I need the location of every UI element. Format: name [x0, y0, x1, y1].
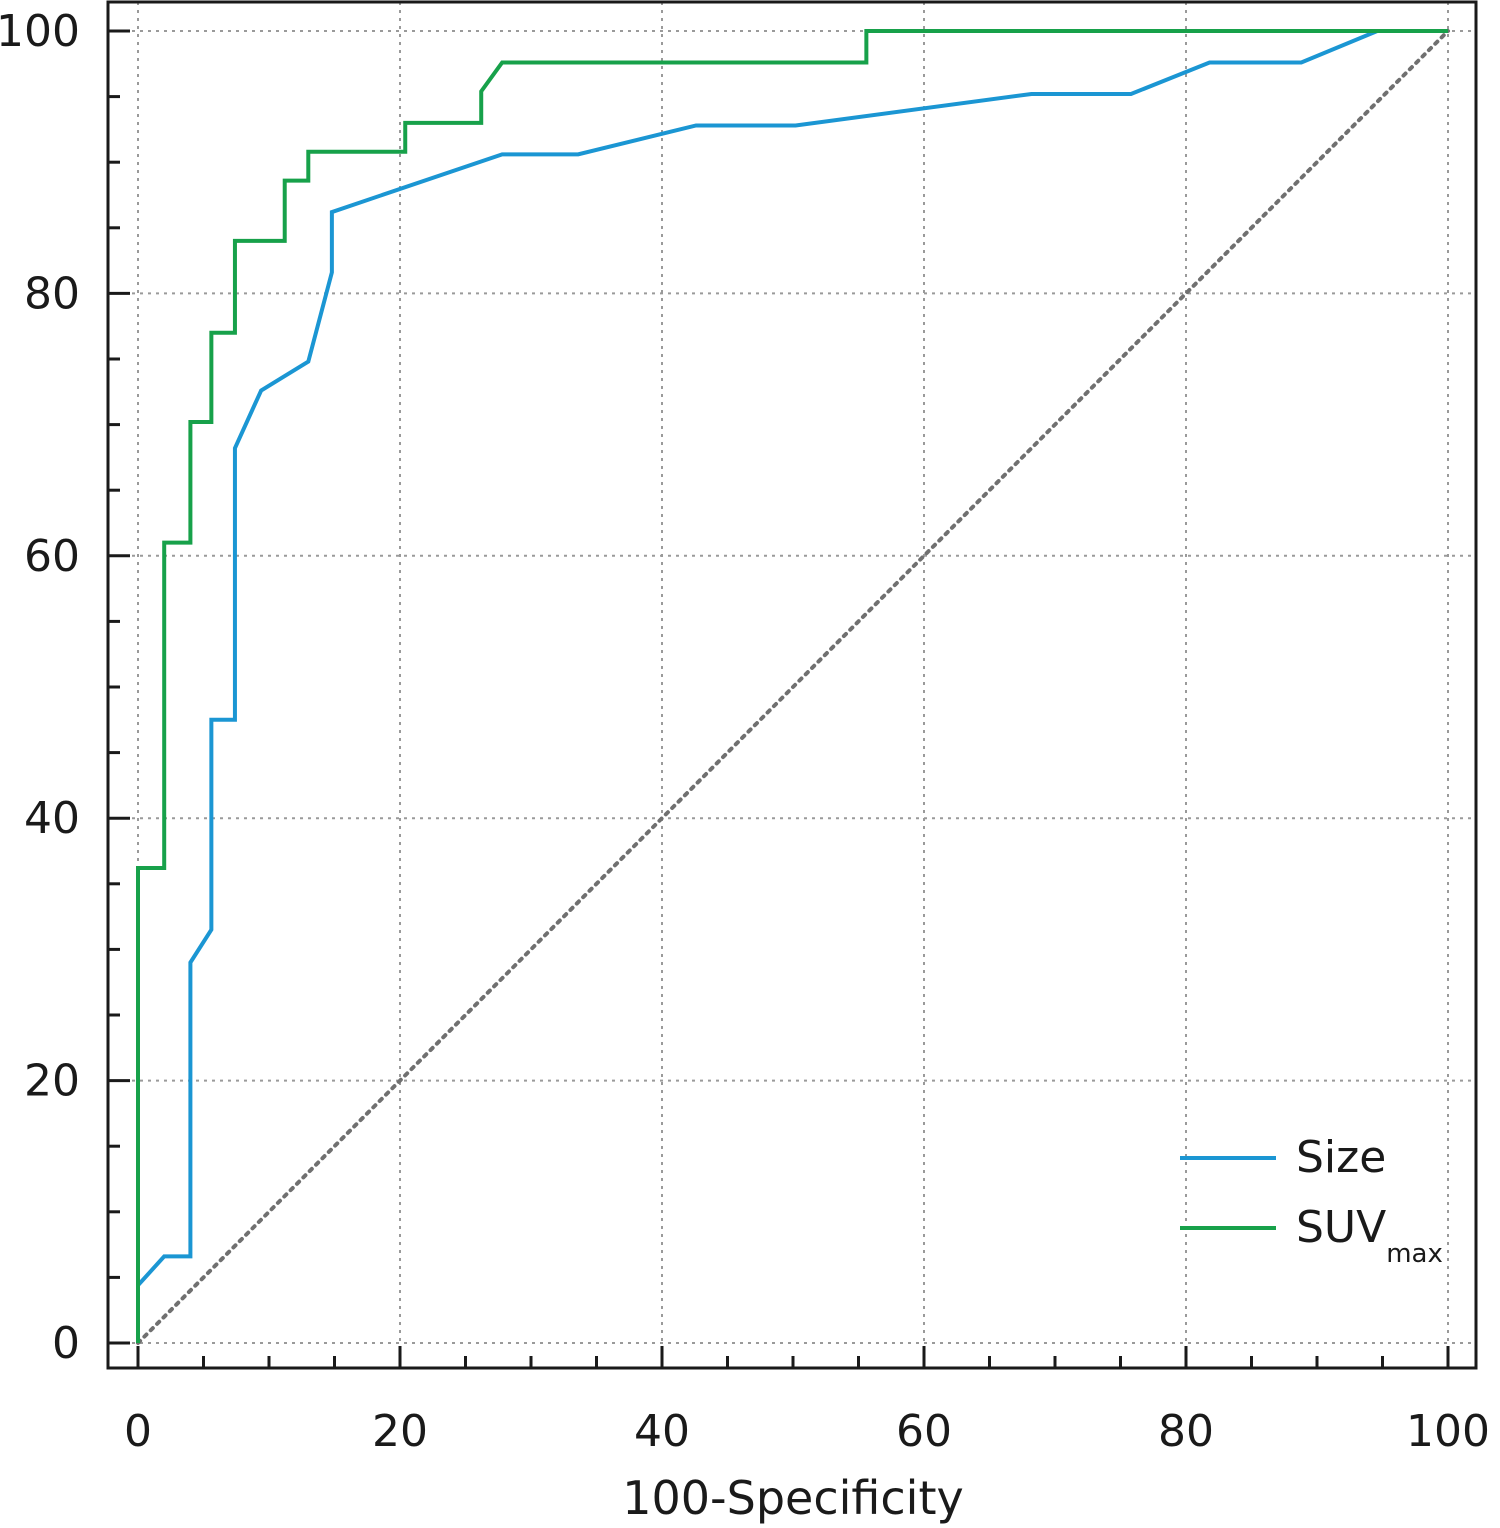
- minor-ticks: [108, 29, 1450, 1368]
- legend-label-subscript: max: [1386, 1239, 1443, 1269]
- reference-line: [136, 29, 1450, 1345]
- y-tick-label: 20: [24, 1056, 80, 1107]
- x-tick-label: 40: [634, 1406, 690, 1457]
- plot-frame: [106, 0, 1478, 1370]
- y-tick-label: 100: [0, 6, 80, 57]
- y-tick-labels: 0 20 40 60 80 100: [0, 6, 80, 1369]
- y-tick-label: 0: [52, 1318, 80, 1369]
- legend-label: Size: [1296, 1132, 1386, 1183]
- series-lines: [136, 29, 1448, 1343]
- y-tick-label: 80: [24, 268, 80, 319]
- x-axis-title: 100-Specificity: [622, 1471, 963, 1525]
- legend-label: SUVmax: [1296, 1202, 1443, 1269]
- x-tick-label: 80: [1158, 1406, 1214, 1457]
- reference-diagonal: [136, 29, 1450, 1345]
- series-line-size: [136, 29, 1448, 1343]
- x-tick-labels: 0 20 40 60 80 100: [124, 1406, 1490, 1457]
- x-tick-label: 0: [124, 1406, 152, 1457]
- series-line-suvmax: [136, 29, 1448, 1343]
- x-tick-label: 60: [896, 1406, 952, 1457]
- y-tick-label: 60: [24, 531, 80, 582]
- x-tick-label: 100: [1406, 1406, 1490, 1457]
- legend: Size SUVmax: [1180, 1132, 1443, 1269]
- x-tick-label: 20: [372, 1406, 428, 1457]
- y-tick-label: 40: [24, 793, 80, 844]
